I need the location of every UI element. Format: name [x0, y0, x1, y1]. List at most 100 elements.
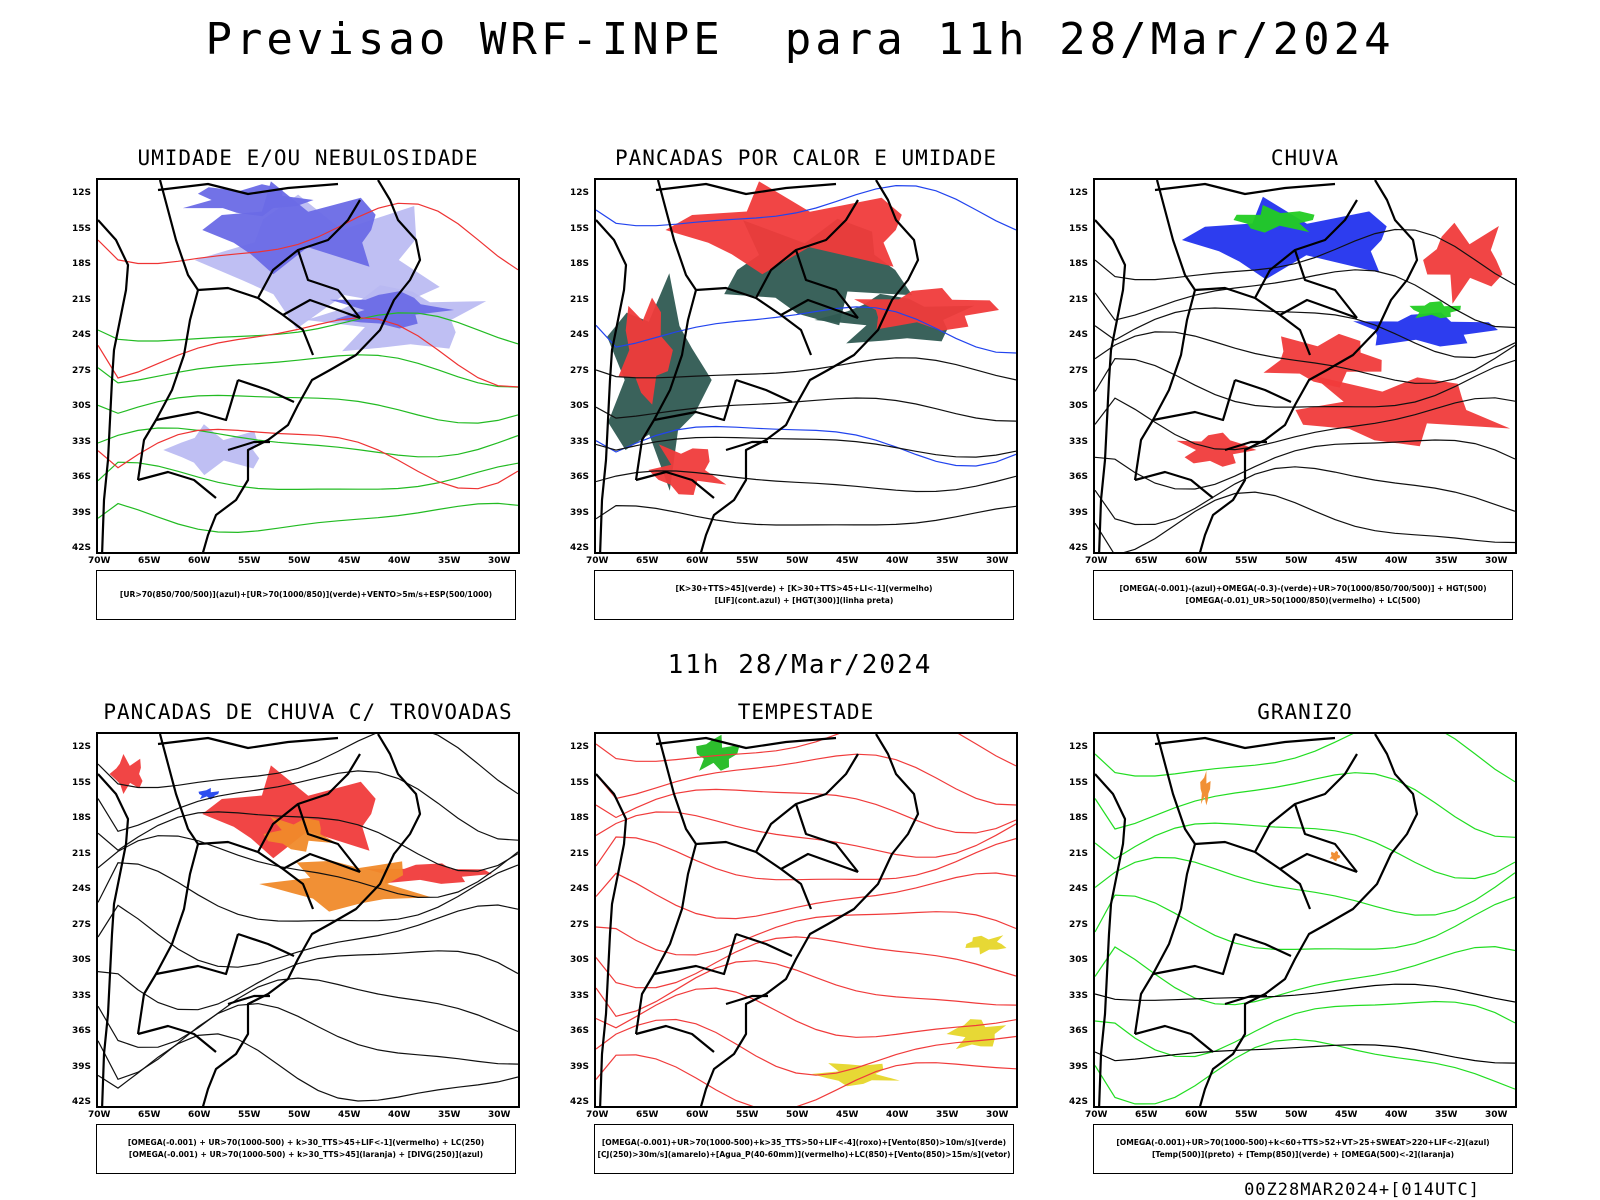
- latitude-label: 24S: [570, 884, 590, 894]
- longitude-label: 65W: [1135, 1110, 1158, 1120]
- legend-line: [Temp(500)](preto) + [Temp(850)](verde) …: [1151, 1150, 1455, 1159]
- forecast-map: [594, 732, 1018, 1108]
- panel-title: GRANIZO: [1257, 700, 1353, 724]
- latitude-label: 30S: [72, 955, 92, 965]
- latitude-label: 15S: [570, 777, 590, 788]
- legend-line: [LIF](cont.azul) + [HGT(300)](linha pret…: [714, 596, 894, 605]
- legend-line: [K>30+TTS>45](verde) + [K>30+TTS>45+LI<-…: [675, 584, 933, 593]
- latitude-label: 36S: [1069, 1026, 1089, 1036]
- longitude-label: 40W: [886, 556, 909, 566]
- longitude-label: 45W: [836, 1110, 859, 1120]
- longitude-label: 40W: [388, 556, 411, 566]
- legend-line: [CJ(250)>30m/s](amarelo)+[Agua_P(40-60mm…: [597, 1150, 1011, 1159]
- forecast-map: [96, 732, 520, 1108]
- latitude-label: 36S: [72, 472, 92, 482]
- latitude-label: 27S: [1069, 919, 1089, 930]
- longitude-label: 65W: [636, 1110, 659, 1120]
- longitude-label: 30W: [986, 1110, 1009, 1120]
- latitude-label: 42S: [1069, 1097, 1089, 1107]
- latitude-label: 12S: [72, 742, 92, 752]
- longitude-label: 70W: [1085, 556, 1108, 566]
- wind-green-area: [696, 734, 740, 771]
- longitude-label: 70W: [586, 556, 609, 566]
- latitude-label: 18S: [72, 259, 92, 269]
- longitude-label: 35W: [1435, 1110, 1458, 1120]
- longitude-label: 50W: [786, 556, 809, 566]
- latitude-label: 33S: [570, 990, 590, 1001]
- longitude-label: 45W: [1335, 556, 1358, 566]
- latitude-label: 24S: [1069, 884, 1089, 894]
- longitude-label: 70W: [1085, 1110, 1108, 1120]
- longitude-label: 55W: [238, 1110, 261, 1120]
- coastline-borders: [596, 180, 920, 552]
- longitude-label: 45W: [338, 556, 361, 566]
- rain-green-area: [1233, 205, 1461, 319]
- page-title: Previsao WRF-INPE para 11h 28/Mar/2024: [205, 14, 1395, 65]
- instability-area: [618, 181, 999, 495]
- latitude-label: 33S: [1069, 436, 1089, 447]
- forecast-time-label: 11h 28/Mar/2024: [667, 650, 933, 680]
- panel-legend: [OMEGA(-0.001)+UR>70(1000-500)+k>35_TTS>…: [594, 1124, 1014, 1174]
- latitude-label: 42S: [72, 543, 92, 553]
- coastline-borders: [98, 734, 422, 1106]
- latitude-label: 36S: [72, 1026, 92, 1036]
- low-level-humidity-contours: [98, 312, 518, 534]
- latitude-label: 18S: [1069, 259, 1089, 269]
- panel-title: PANCADAS DE CHUVA C/ TROVOADAS: [103, 700, 513, 724]
- longitude-label: 55W: [1235, 556, 1258, 566]
- longitude-label: 50W: [288, 556, 311, 566]
- legend-line: [OMEGA(-0.001)-(azul)+OMEGA(-0.3)-(verde…: [1119, 584, 1487, 593]
- longitude-label: 40W: [1385, 556, 1408, 566]
- latitude-label: 39S: [1069, 507, 1089, 518]
- panel-title: TEMPESTADE: [737, 700, 875, 724]
- forecast-map: [1093, 178, 1517, 554]
- panel-legend: [OMEGA(-0.001)+UR>70(1000-500)+k<60+TTS>…: [1093, 1124, 1513, 1174]
- longitude-label: 35W: [438, 1110, 461, 1120]
- latitude-label: 15S: [570, 223, 590, 234]
- latitude-label: 36S: [570, 472, 590, 482]
- latitude-label: 12S: [570, 188, 590, 198]
- latitude-label: 30S: [1069, 955, 1089, 965]
- longitude-label: 60W: [1185, 1110, 1208, 1120]
- longitude-label: 35W: [438, 556, 461, 566]
- latitude-label: 15S: [72, 223, 92, 234]
- latitude-label: 24S: [1069, 330, 1089, 340]
- latitude-label: 42S: [72, 1097, 92, 1107]
- latitude-label: 24S: [570, 330, 590, 340]
- latitude-label: 39S: [72, 1061, 92, 1072]
- rain-red-area: [1176, 222, 1511, 467]
- coastline-borders: [1095, 180, 1419, 552]
- legend-line: [OMEGA(-0.001) + UR>70(1000-500) + k>30_…: [127, 1138, 485, 1147]
- latitude-label: 39S: [570, 507, 590, 518]
- longitude-label: 35W: [936, 556, 959, 566]
- panel-legend: [UR>70(850/700/500)](azul)+[UR>70(1000/8…: [96, 570, 516, 620]
- latitude-label: 18S: [570, 259, 590, 269]
- longitude-label: 30W: [488, 556, 511, 566]
- latitude-label: 21S: [72, 294, 92, 305]
- latitude-label: 42S: [1069, 543, 1089, 553]
- longitude-label: 60W: [686, 556, 709, 566]
- longitude-label: 45W: [836, 556, 859, 566]
- run-timestamp: 00Z28MAR2024+[014UTC]: [1244, 1180, 1480, 1200]
- longitude-label: 65W: [636, 556, 659, 566]
- coastline-borders: [1095, 734, 1419, 1106]
- panel-legend: [K>30+TTS>45](verde) + [K>30+TTS>45+LI<-…: [594, 570, 1014, 620]
- legend-line: [OMEGA(-0.001)+UR>70(1000-500)+k<60+TTS>…: [1116, 1138, 1490, 1147]
- latitude-label: 30S: [570, 955, 590, 965]
- longitude-label: 50W: [288, 1110, 311, 1120]
- latitude-label: 27S: [72, 919, 92, 930]
- latitude-label: 36S: [570, 1026, 590, 1036]
- latitude-label: 12S: [570, 742, 590, 752]
- legend-line: [OMEGA(-0.001)+UR>70(1000-500)+k>35_TTS>…: [601, 1138, 1007, 1147]
- latitude-label: 30S: [1069, 401, 1089, 411]
- longitude-label: 65W: [138, 1110, 161, 1120]
- panel-title: UMIDADE E/OU NEBULOSIDADE: [137, 146, 479, 170]
- latitude-label: 42S: [570, 543, 590, 553]
- rain-blue-area: [1181, 196, 1498, 347]
- coastline-borders: [596, 734, 920, 1106]
- forecast-map: [96, 178, 520, 554]
- latitude-label: 18S: [570, 813, 590, 823]
- legend-line: [OMEGA(-0.001) + UR>70(1000-500) + k>30_…: [128, 1150, 484, 1159]
- latitude-label: 33S: [72, 436, 92, 447]
- latitude-label: 42S: [570, 1097, 590, 1107]
